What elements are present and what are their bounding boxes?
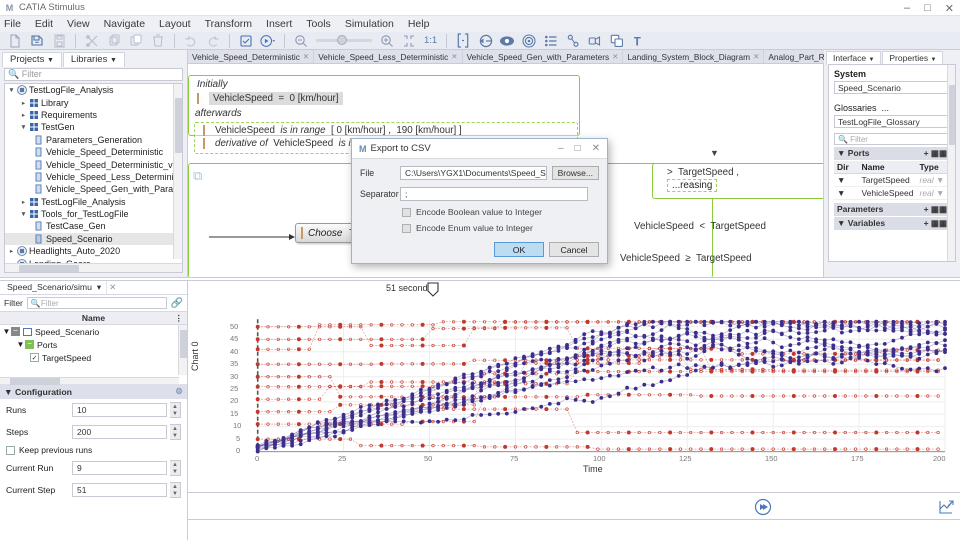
svg-text:T: T — [634, 34, 642, 48]
